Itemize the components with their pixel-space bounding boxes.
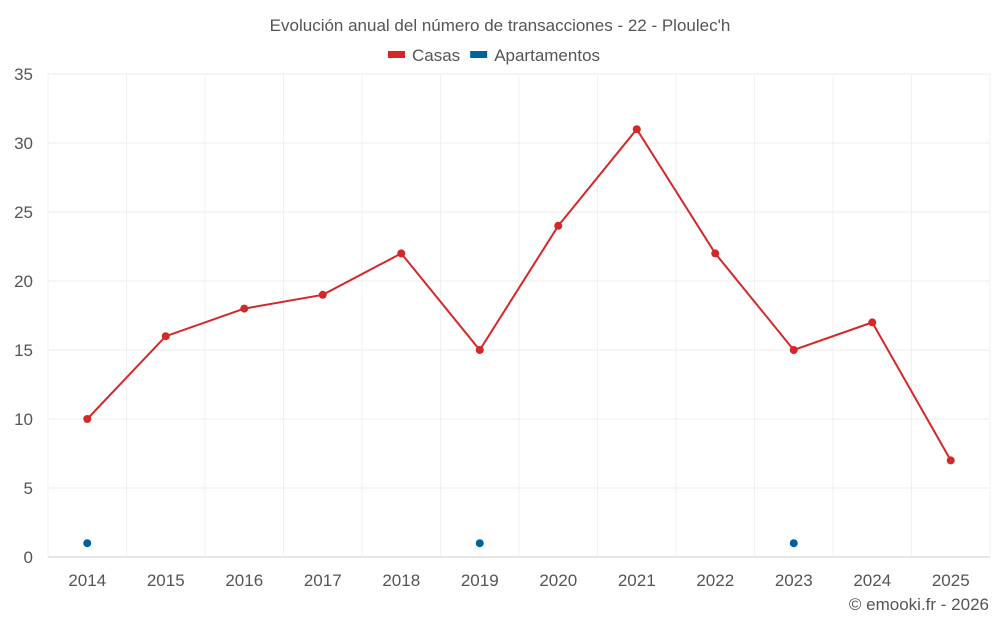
data-point xyxy=(946,456,955,465)
legend-label: Apartamentos xyxy=(494,46,600,65)
data-point xyxy=(83,415,92,423)
series-line xyxy=(86,127,952,461)
data-point xyxy=(632,125,641,134)
y-tick-label: 0 xyxy=(24,548,33,567)
y-tick-label: 15 xyxy=(14,341,33,360)
data-point xyxy=(83,539,92,548)
series-casas xyxy=(83,125,955,465)
data-point xyxy=(868,318,877,327)
legend-label: Casas xyxy=(412,46,460,65)
x-tick-label: 2024 xyxy=(853,571,891,590)
x-tick-label: 2016 xyxy=(225,571,263,590)
data-point xyxy=(475,539,484,548)
credit: © emooki.fr - 2026 xyxy=(849,595,989,614)
grid xyxy=(47,73,991,558)
data-point xyxy=(161,332,170,341)
legend-swatch xyxy=(470,51,488,58)
legend-swatch xyxy=(388,51,405,58)
data-point xyxy=(711,249,720,258)
legend-item-apartamentos: Apartamentos xyxy=(470,46,600,65)
legend: Casas Apartamentos xyxy=(388,46,600,65)
y-tick-label: 35 xyxy=(14,65,33,84)
y-axis: 0 5 10 15 20 25 30 35 xyxy=(14,65,33,567)
y-tick-label: 30 xyxy=(14,134,33,153)
x-tick-label: 2015 xyxy=(147,571,185,590)
data-point xyxy=(789,346,798,354)
data-point xyxy=(475,346,484,354)
x-tick-label: 2023 xyxy=(775,571,813,590)
x-tick-label: 2021 xyxy=(618,571,656,590)
legend-item-casas: Casas xyxy=(388,46,460,65)
y-tick-label: 20 xyxy=(14,272,33,291)
x-tick-label: 2020 xyxy=(539,571,577,590)
x-tick-label: 2017 xyxy=(304,571,342,590)
data-point xyxy=(318,290,327,299)
series-apartamentos xyxy=(83,539,798,548)
x-tick-label: 2018 xyxy=(382,571,420,590)
data-point xyxy=(554,221,563,230)
y-tick-label: 5 xyxy=(24,479,33,498)
x-tick-label: 2022 xyxy=(696,571,734,590)
series-layer xyxy=(83,125,955,548)
y-tick-label: 10 xyxy=(14,410,33,429)
x-tick-label: 2019 xyxy=(461,571,499,590)
data-point xyxy=(397,249,406,258)
y-tick-label: 25 xyxy=(14,203,33,222)
data-point xyxy=(240,304,249,313)
x-tick-label: 2014 xyxy=(68,571,106,590)
data-point xyxy=(789,539,798,548)
x-tick-label: 2025 xyxy=(932,571,970,590)
x-axis: 2014 2015 2016 2017 2018 2019 2020 2021 2022 2023… xyxy=(68,571,969,590)
chart-title: Evolución anual del número de transaccio… xyxy=(270,16,731,35)
